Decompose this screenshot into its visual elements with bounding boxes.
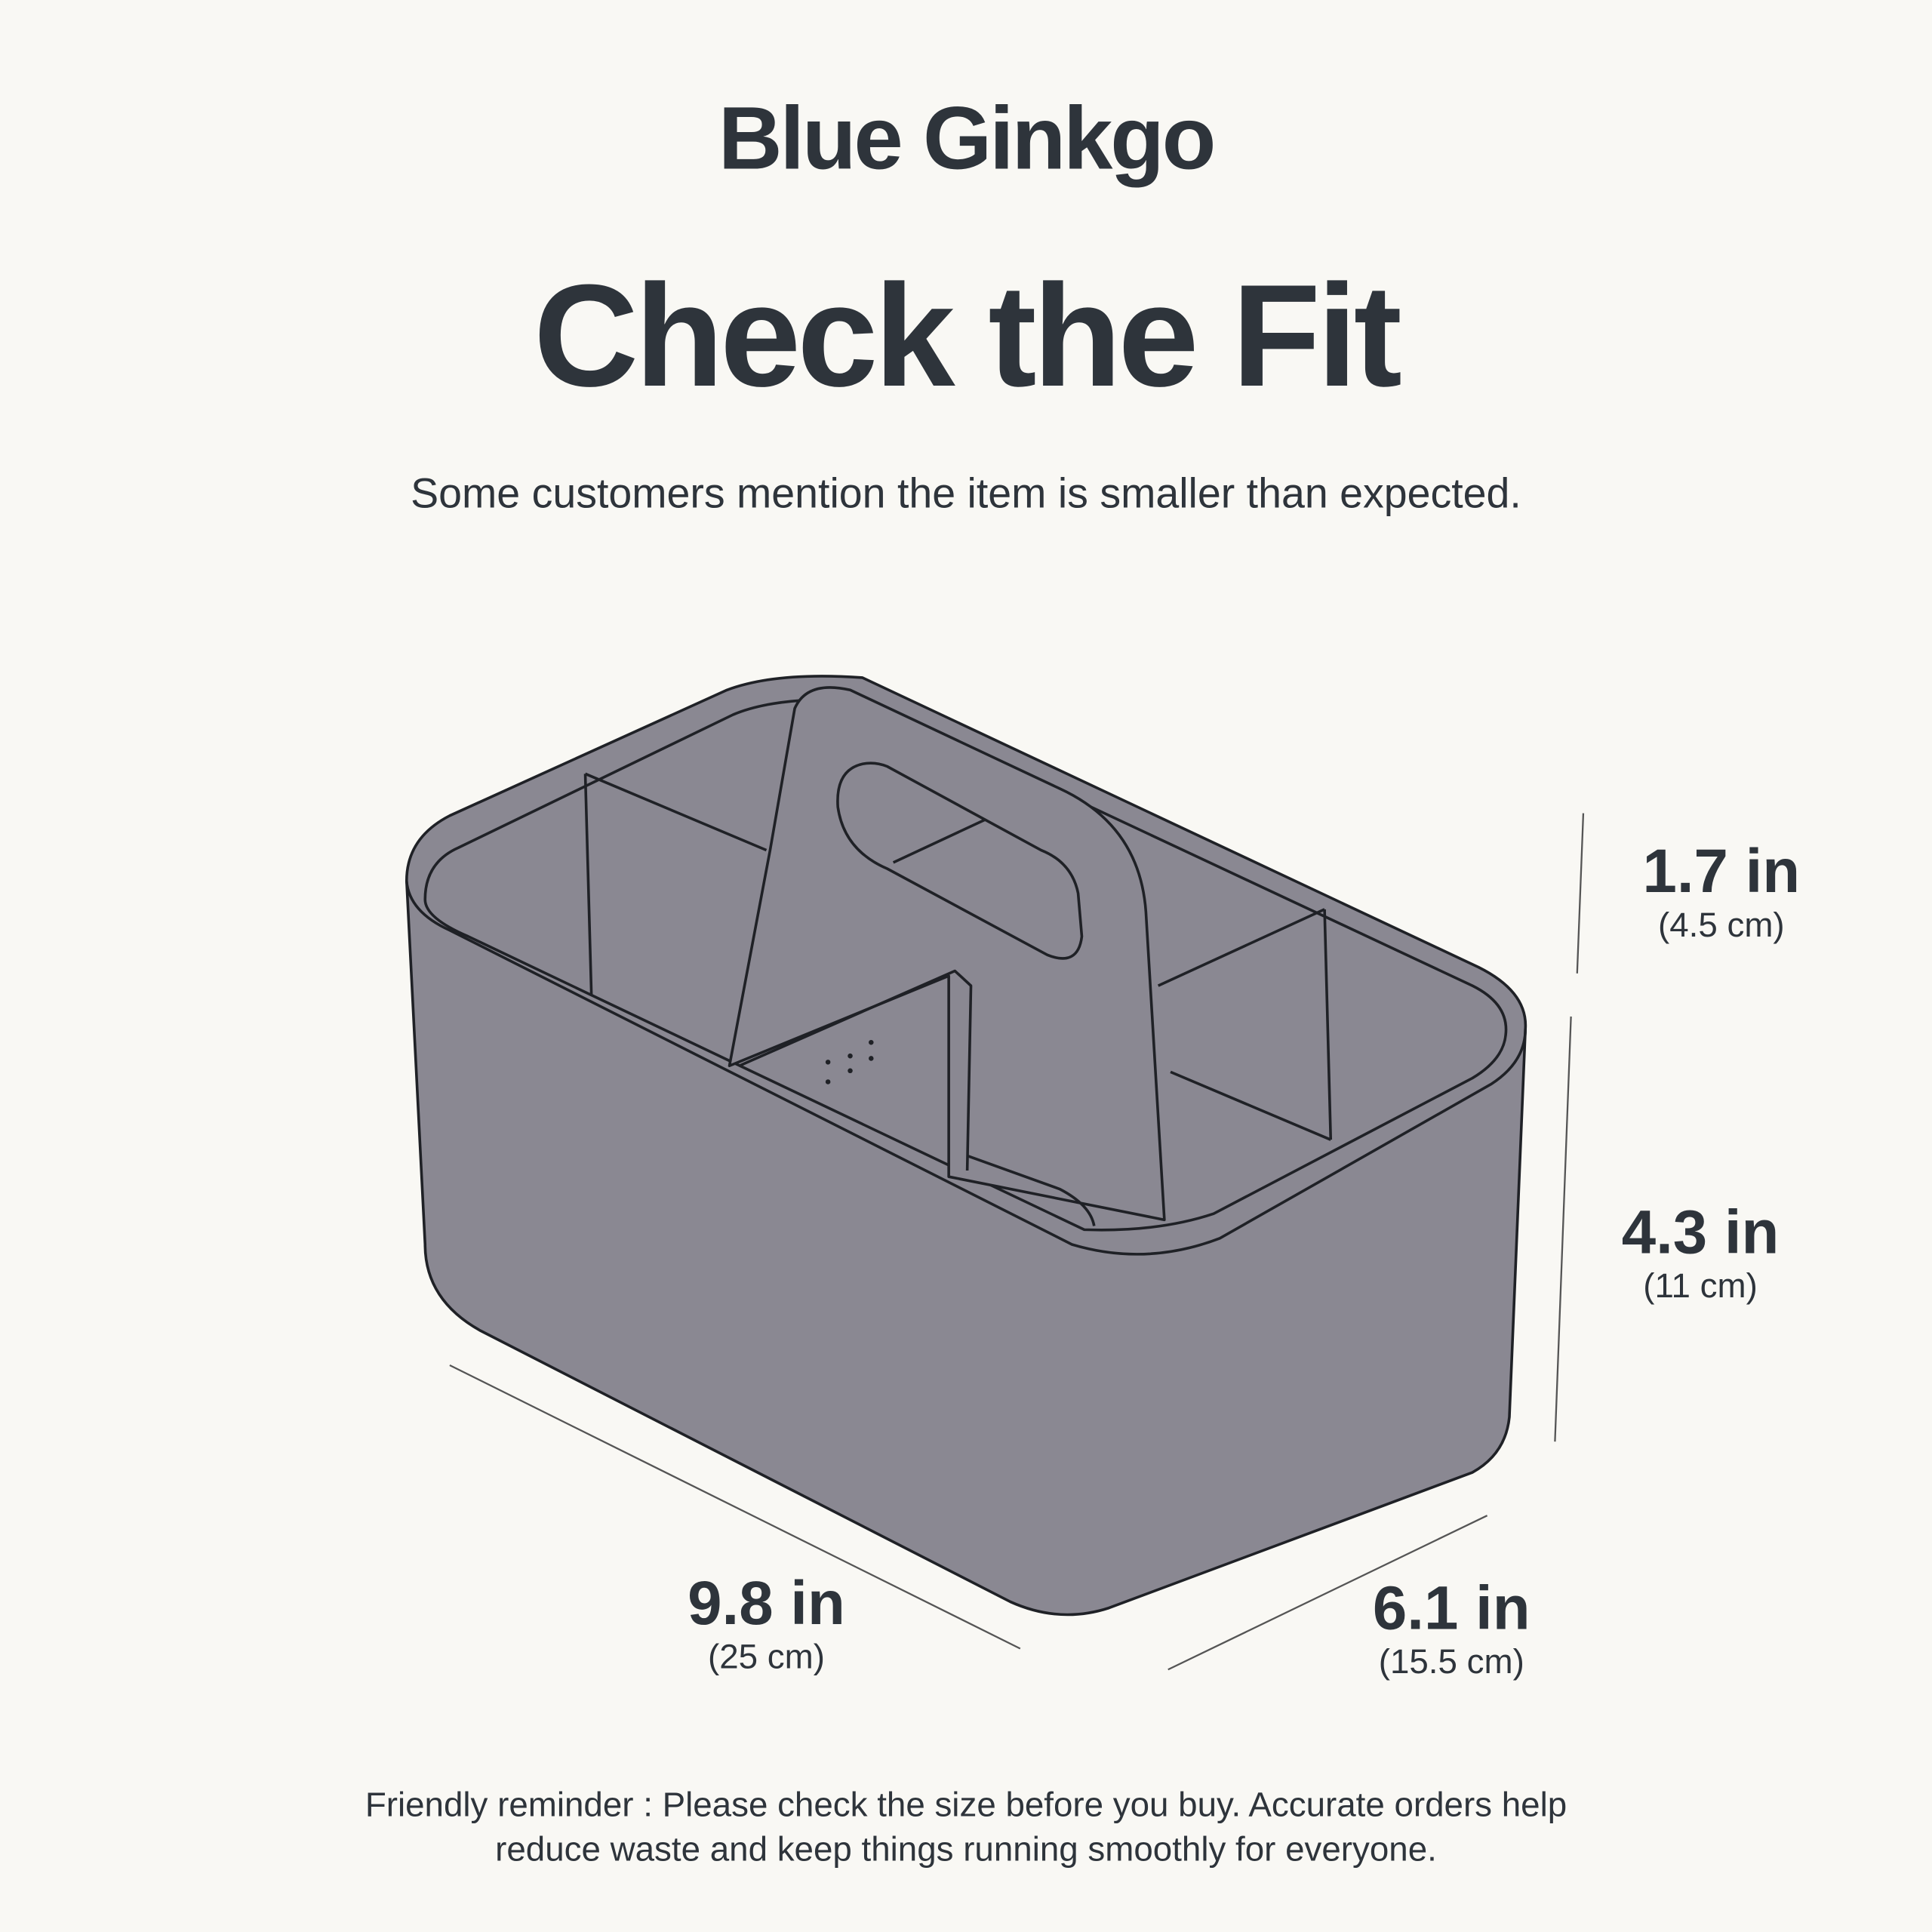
body-height-label: 4.3 in (11 cm): [1621, 1197, 1780, 1305]
subtitle: Some customers mention the item is small…: [411, 470, 1521, 518]
body-height-line: [1554, 1016, 1572, 1442]
length-label: 9.8 in (25 cm): [688, 1568, 845, 1676]
caddy-inner-rim: [423, 697, 1508, 1232]
page-title: Check the Fit: [534, 254, 1402, 418]
handle-hole: [836, 761, 1084, 960]
drain-holes: [825, 1039, 874, 1084]
caddy-handle: [728, 686, 1166, 1222]
handle-height-line: [1576, 813, 1585, 974]
brand-logo: Blue Ginkgo: [718, 90, 1217, 189]
footer-line-1: Friendly reminder : Please check the siz…: [365, 1785, 1567, 1824]
footer-line-2: reduce waste and keep things running smo…: [495, 1829, 1437, 1869]
length-line: [449, 1364, 1021, 1650]
handle-height-label: 1.7 in (4.5 cm): [1642, 836, 1801, 944]
width-line: [1168, 1515, 1488, 1671]
caddy-front-edge: [405, 881, 1527, 1256]
width-label: 6.1 in (15.5 cm): [1372, 1573, 1531, 1681]
